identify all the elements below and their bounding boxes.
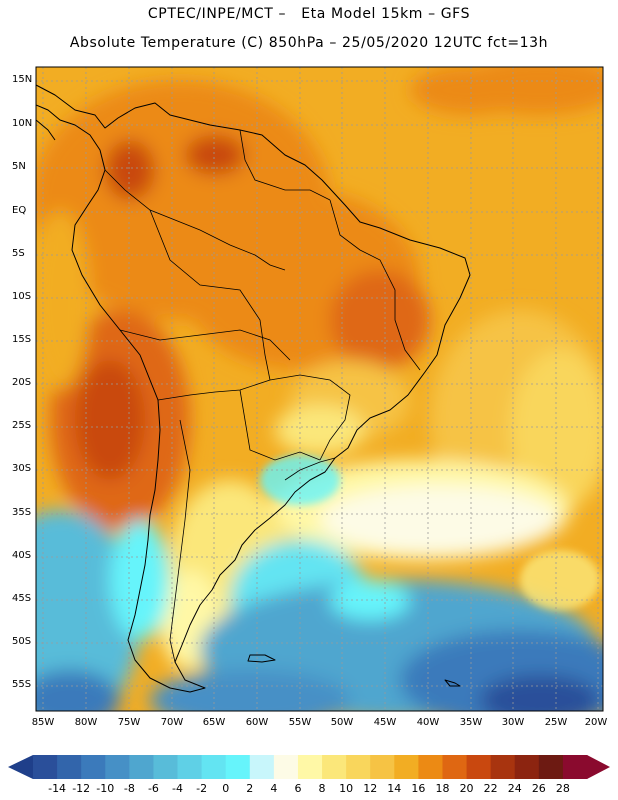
lon-label: 55W [288, 717, 312, 728]
lat-label: 45S [12, 593, 32, 604]
colorbar-tick-label: -8 [123, 782, 135, 795]
colorbar-tick-label: -6 [147, 782, 159, 795]
lat-label: 5N [12, 161, 26, 172]
colorbar-tick-label: 14 [387, 782, 402, 795]
lat-label: 50S [12, 636, 32, 647]
lon-label: 80W [74, 717, 98, 728]
colorbar-swatch [490, 755, 516, 779]
lon-label: 75W [117, 717, 141, 728]
colorbar-swatch [418, 755, 443, 779]
lon-label: 60W [245, 717, 269, 728]
lon-label: 65W [202, 717, 226, 728]
lon-label: 35W [459, 717, 483, 728]
lat-label: 20S [12, 377, 32, 388]
colorbar-swatch [57, 755, 82, 779]
colorbar-swatch [370, 755, 395, 779]
colorbar-tick-label: -14 [48, 782, 67, 795]
colorbar-swatch [322, 755, 347, 779]
colorbar-swatch [153, 755, 179, 779]
colorbar-tick-label: -2 [196, 782, 208, 795]
colorbar-swatch [514, 755, 540, 779]
colorbar-min-arrow [8, 755, 33, 779]
colorbar-tick-label: 28 [555, 782, 570, 795]
map-title-line-2: Absolute Temperature (C) 850hPa – 25/05/… [69, 35, 549, 51]
colorbar-swatch [562, 755, 588, 779]
lat-lon-grid [36, 67, 603, 711]
colorbar-swatch [81, 755, 106, 779]
lon-label: 20W [584, 717, 608, 728]
lat-label: 40S [12, 550, 32, 561]
lon-label: 25W [544, 717, 568, 728]
colorbar-swatch [105, 755, 130, 779]
colorbar-tick-label: 12 [363, 782, 378, 795]
lat-label: EQ [12, 205, 27, 216]
colorbar-tick-label: 8 [318, 782, 326, 795]
colorbar-tick-label: 24 [507, 782, 522, 795]
colorbar-swatch [177, 755, 203, 779]
lat-label: 15N [12, 74, 33, 85]
colorbar-tick-label: 0 [222, 782, 230, 795]
colorbar-swatch [346, 755, 371, 779]
colorbar-tick-label: 20 [459, 782, 474, 795]
colorbar-swatch [225, 755, 251, 779]
lon-label: 50W [330, 717, 354, 728]
colorbar-swatch [33, 755, 58, 779]
lat-label: 5S [12, 248, 25, 259]
lon-label: 85W [31, 717, 55, 728]
colorbar-tick-label: -4 [172, 782, 183, 795]
lat-label: 35S [12, 507, 32, 518]
country-borders [104, 129, 421, 663]
colorbar-max-arrow [587, 755, 610, 779]
colorbar [8, 755, 610, 779]
lon-label: 45W [373, 717, 397, 728]
colorbar-swatch [394, 755, 419, 779]
lat-label: 15S [12, 334, 32, 345]
colorbar-tick-label: 18 [435, 782, 450, 795]
colorbar-swatch [538, 755, 564, 779]
colorbar-swatch [442, 755, 468, 779]
lat-label: 10S [12, 291, 32, 302]
map-title-line-1: CPTEC/INPE/MCT – Eta Model 15km – GFS [147, 6, 471, 22]
colorbar-swatch [201, 755, 227, 779]
colorbar-tick-label: 16 [411, 782, 426, 795]
lon-label: 40W [416, 717, 440, 728]
colorbar-tick-label: 6 [294, 782, 302, 795]
lat-label: 30S [12, 463, 32, 474]
colorbar-tick-label: 22 [483, 782, 498, 795]
lat-label: 25S [12, 420, 32, 431]
colorbar-tick-label: 2 [246, 782, 254, 795]
colorbar-tick-label: 10 [339, 782, 354, 795]
colorbar-tick-label: -10 [96, 782, 115, 795]
lon-label: 30W [501, 717, 525, 728]
colorbar-tick-label: 26 [531, 782, 546, 795]
colorbar-tick-label: -12 [72, 782, 91, 795]
colorbar-swatch [273, 755, 299, 779]
temperature-field [36, 67, 603, 711]
lat-label: 55S [12, 679, 32, 690]
colorbar-swatch [297, 755, 323, 779]
lon-label: 70W [160, 717, 184, 728]
map-frame [35, 66, 604, 712]
colorbar-swatch [129, 755, 154, 779]
lat-label: 10N [12, 118, 33, 129]
colorbar-swatch [249, 755, 275, 779]
colorbar-tick-label: 4 [270, 782, 278, 795]
colorbar-swatch [466, 755, 492, 779]
